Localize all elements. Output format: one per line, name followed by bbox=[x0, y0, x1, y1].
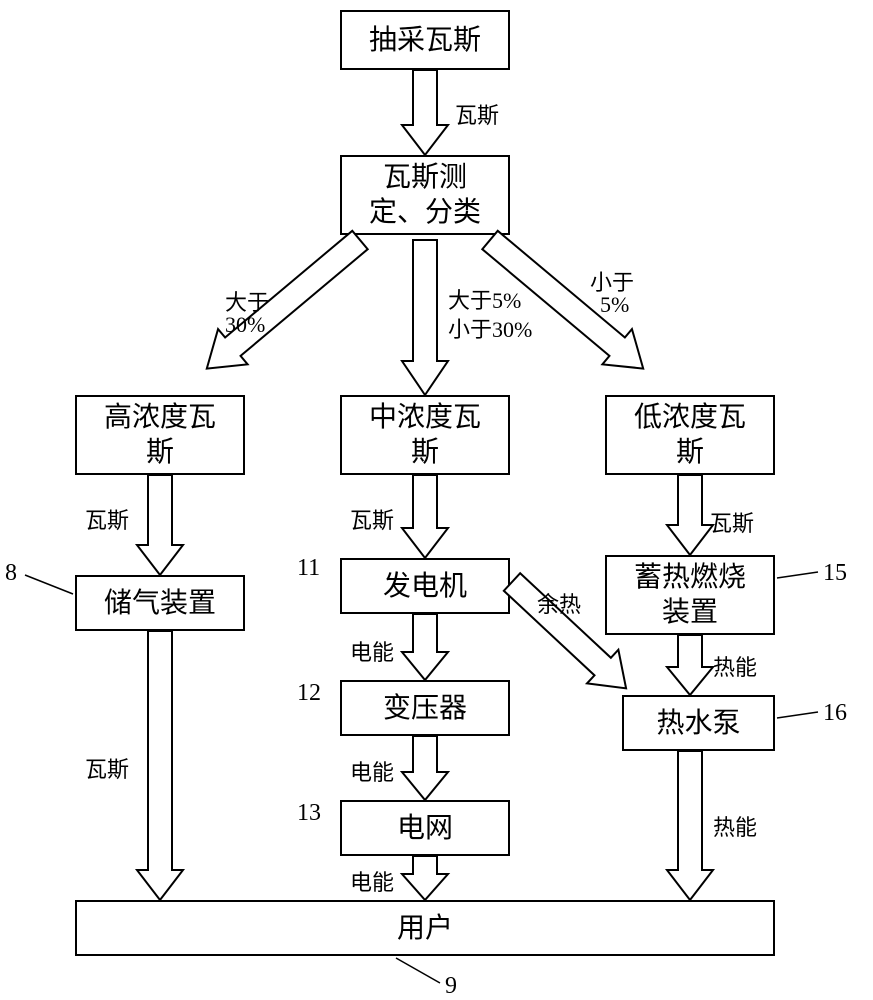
ref-r11: 11 bbox=[297, 555, 320, 582]
ref-r13: 13 bbox=[297, 800, 321, 827]
ref-r9: 9 bbox=[445, 973, 457, 1000]
ref-r15: 15 bbox=[823, 560, 847, 587]
ref-r16: 16 bbox=[823, 700, 847, 727]
ref-r8: 8 bbox=[5, 560, 17, 587]
ref-r12: 12 bbox=[297, 680, 321, 707]
leader-lines bbox=[0, 0, 873, 1000]
